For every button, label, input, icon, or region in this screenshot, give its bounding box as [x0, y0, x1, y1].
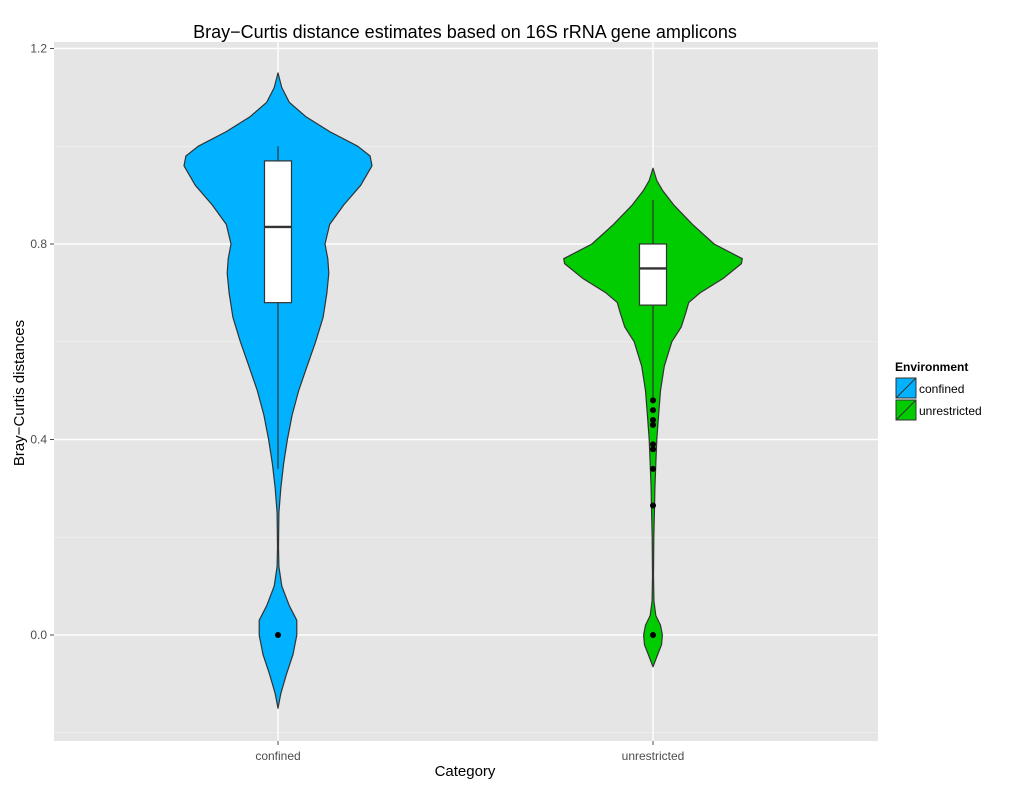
y-axis-title: Bray−Curtis distances	[11, 320, 28, 466]
x-axis: confined unrestricted	[255, 741, 684, 763]
outlier-point	[650, 502, 656, 509]
legend-label: unrestricted	[919, 404, 982, 418]
x-tick-label: unrestricted	[622, 749, 685, 763]
panel-background	[54, 42, 878, 741]
y-tick-label: 0.4	[30, 433, 47, 447]
y-tick-label: 0.8	[30, 237, 47, 251]
x-tick-label: confined	[255, 749, 300, 763]
legend: Environment confined unrestricted	[894, 360, 982, 422]
y-tick-label: 0.0	[30, 628, 47, 642]
outlier-point	[650, 397, 656, 404]
outlier-point	[650, 465, 656, 472]
outlier-point	[650, 441, 656, 448]
outlier-point	[650, 416, 656, 423]
outlier-point	[650, 407, 656, 414]
box-confined	[263, 160, 293, 304]
plot-panel	[54, 42, 878, 741]
legend-label: confined	[919, 382, 964, 396]
x-axis-title: Category	[435, 763, 496, 780]
box-unrestricted	[638, 243, 668, 306]
legend-key-slash	[895, 399, 917, 421]
outlier-point	[650, 632, 656, 638]
outlier-point	[275, 632, 281, 638]
y-tick-label: 1.2	[30, 42, 47, 56]
outlier-point	[650, 421, 656, 428]
y-axis: 0.0 0.4 0.8 1.2	[30, 42, 54, 642]
legend-title: Environment	[895, 360, 968, 374]
outlier-point	[650, 446, 656, 453]
chart-title: Bray−Curtis distance estimates based on …	[193, 22, 737, 42]
legend-key-slash	[895, 377, 917, 399]
